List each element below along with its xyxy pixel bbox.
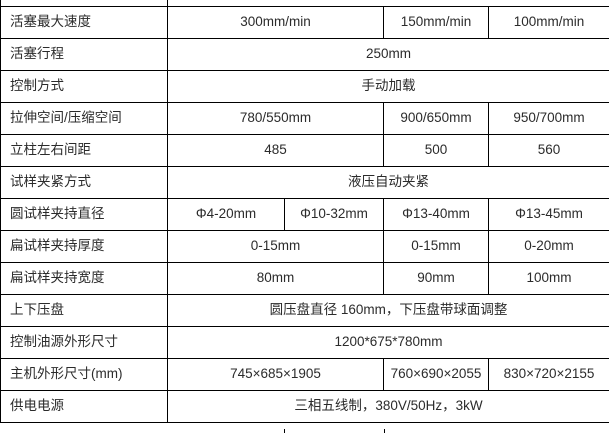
row-value-cell: 780/550mm (167, 101, 384, 135)
row-value-cell: 0-20mm (488, 229, 609, 263)
row-label: 主机外形尺寸(mm) (0, 357, 168, 391)
row-label: 供电电源 (0, 389, 168, 423)
row-value-cell: 三相五线制，380V/50Hz，3kW (167, 389, 609, 423)
table-row: 扁试样夹持厚度 0-15mm 0-15mm 0-20mm (0, 229, 609, 263)
row-value-cell: Φ10-32mm (284, 197, 384, 231)
row-value-cell: 900/650mm (383, 101, 489, 135)
row-label: 拉伸空间/压缩空间 (0, 101, 168, 135)
table-row: 试样夹紧方式 液压自动夹紧 (0, 165, 609, 199)
specification-table: 活塞最大速度 300mm/min 150mm/min 100mm/min 活塞行程 250… (0, 0, 609, 423)
row-value-cell: 圆压盘直径 160mm，下压盘带球面调整 (167, 293, 609, 327)
row-label: 控制油源外形尺寸 (0, 325, 168, 359)
row-value-cell: 液压自动夹紧 (167, 165, 609, 199)
row-value-cell: 760×690×2055 (383, 357, 489, 391)
row-value-cell: 0-15mm (383, 229, 489, 263)
row-label: 活塞最大速度 (0, 5, 168, 39)
table-row: 扁试样夹持宽度 80mm 90mm 100mm (0, 261, 609, 295)
table-row: 活塞最大速度 300mm/min 150mm/min 100mm/min (0, 5, 609, 39)
row-value-cell: 1200*675*780mm (167, 325, 609, 359)
row-label: 活塞行程 (0, 37, 168, 71)
row-label: 圆试样夹持直径 (0, 197, 168, 231)
row-value-cell: 0-15mm (167, 229, 384, 263)
row-label: 上下压盘 (0, 293, 168, 327)
row-value-cell: 830×720×2155 (488, 357, 609, 391)
row-value-cell: 手动加载 (167, 69, 609, 103)
row-label: 控制方式 (0, 69, 168, 103)
row-value-cell: Φ13-45mm (488, 197, 609, 231)
row-label: 扁试样夹持厚度 (0, 229, 168, 263)
row-value-cell: 485 (167, 133, 384, 167)
row-value-cell: 100mm (488, 261, 609, 295)
table-row: 拉伸空间/压缩空间 780/550mm 900/650mm 950/700mm (0, 101, 609, 135)
row-value-cell: 500 (383, 133, 489, 167)
row-value-cell: 80mm (167, 261, 384, 295)
row-label: 立柱左右间距 (0, 133, 168, 167)
row-value-cell: 300mm/min (167, 5, 384, 39)
row-value-cell: 560 (488, 133, 609, 167)
table-bottom-partial-row (0, 429, 609, 433)
row-value-cell: Φ13-40mm (383, 197, 489, 231)
table-row: 供电电源 三相五线制，380V/50Hz，3kW (0, 389, 609, 423)
table-row: 主机外形尺寸(mm) 745×685×1905 760×690×2055 830×72… (0, 357, 609, 391)
row-value-cell: 100mm/min (488, 5, 609, 39)
row-value-cell: 950/700mm (488, 101, 609, 135)
row-value-cell: 745×685×1905 (167, 357, 384, 391)
row-value-cell: 150mm/min (383, 5, 489, 39)
row-value-cell: 90mm (383, 261, 489, 295)
table-row: 立柱左右间距 485 500 560 (0, 133, 609, 167)
row-label: 扁试样夹持宽度 (0, 261, 168, 295)
row-value-cell: Φ4-20mm (167, 197, 285, 231)
table-row: 圆试样夹持直径 Φ4-20mm Φ10-32mm Φ13-40mm Φ13-45mm (0, 197, 609, 231)
row-label: 试样夹紧方式 (0, 165, 168, 199)
table-row: 控制油源外形尺寸 1200*675*780mm (0, 325, 609, 359)
table-row: 控制方式 手动加载 (0, 69, 609, 103)
row-value-cell: 250mm (167, 37, 609, 71)
bottom-partial-cell (284, 429, 385, 433)
table-row: 活塞行程 250mm (0, 37, 609, 71)
table-row: 上下压盘 圆压盘直径 160mm，下压盘带球面调整 (0, 293, 609, 327)
